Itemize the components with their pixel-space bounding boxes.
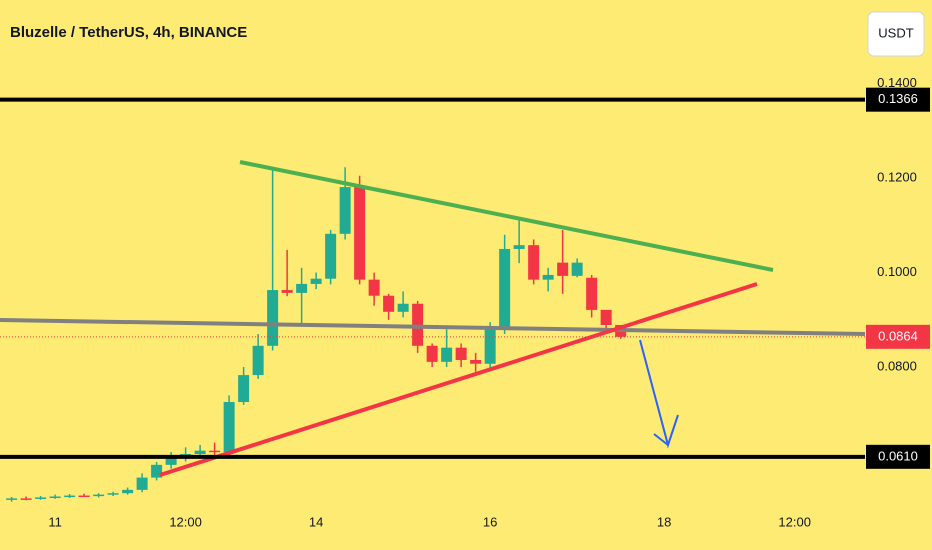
candle-body [93, 494, 105, 497]
x-tick-label: 11 [48, 514, 62, 529]
chart-title: Bluzelle / TetherUS, 4h, BINANCE [10, 24, 247, 41]
trendline-upper [239, 160, 774, 272]
x-tick-label: 14 [309, 514, 323, 529]
currency-label[interactable]: USDT [878, 25, 913, 40]
candle-body [78, 495, 90, 498]
candle-body [571, 262, 583, 276]
arrow-head [653, 433, 669, 446]
candle-body [6, 498, 18, 500]
candle-body [64, 495, 76, 498]
candle-body [586, 277, 598, 310]
drawings [0, 160, 866, 477]
y-tick-label: 0.1200 [877, 170, 917, 185]
candle-body [310, 278, 322, 284]
level-box [866, 444, 930, 469]
currency-button[interactable] [867, 11, 925, 57]
candle-body [194, 450, 206, 454]
candle-body [267, 290, 279, 346]
x-tick-label: 16 [483, 514, 497, 529]
candle-body [165, 457, 177, 465]
x-tick-label: 12:00 [778, 514, 811, 529]
candle-body [107, 493, 119, 495]
y-tick-label: 0.1000 [877, 264, 917, 279]
candle-body [151, 464, 163, 478]
level-label: 0.0610 [878, 448, 918, 463]
candle-body [557, 262, 569, 276]
candle-body [325, 233, 337, 279]
x-tick-label: 18 [657, 514, 671, 529]
last-price-label: 0.0864 [878, 328, 918, 343]
candle-body [441, 347, 453, 362]
candle-body [252, 345, 264, 376]
candle-body [426, 345, 438, 362]
x-tick-label: 12:00 [169, 514, 202, 529]
candle-body [339, 187, 351, 234]
trendline-lower [159, 282, 758, 477]
candle-body [470, 359, 482, 364]
candle-body [49, 496, 61, 498]
candle-body [368, 279, 380, 296]
trendline-mid [0, 318, 866, 336]
candle-body [513, 245, 525, 249]
levels: 0.1366 0.0610 0.0864 [0, 87, 930, 469]
candle-body [354, 187, 366, 280]
level-label: 0.1366 [878, 91, 918, 106]
candle-body [542, 274, 554, 280]
candle-body [281, 290, 293, 293]
candle-body [455, 347, 467, 360]
candle-body [600, 309, 612, 326]
candle-body [383, 295, 395, 312]
candle-body [484, 327, 496, 364]
candle-body [136, 477, 148, 490]
candle-body [397, 303, 409, 312]
candle-body [528, 245, 540, 280]
last-price-box [866, 324, 930, 349]
candles [6, 167, 627, 502]
axes: 0.0800 0.1000 0.1200 0.1400 11 12:00 14 16 18 12:… [48, 75, 917, 529]
candle-body [223, 402, 235, 453]
candle-body [122, 489, 134, 494]
candle-body [238, 375, 250, 403]
level-box [866, 87, 930, 112]
candle-body [20, 498, 32, 500]
candle-body [296, 283, 308, 293]
candle-body [499, 248, 511, 328]
y-tick-label: 0.0800 [877, 358, 917, 373]
y-tick-label: 0.1400 [877, 75, 917, 90]
candle-body [35, 497, 47, 499]
candle-body [209, 450, 221, 453]
